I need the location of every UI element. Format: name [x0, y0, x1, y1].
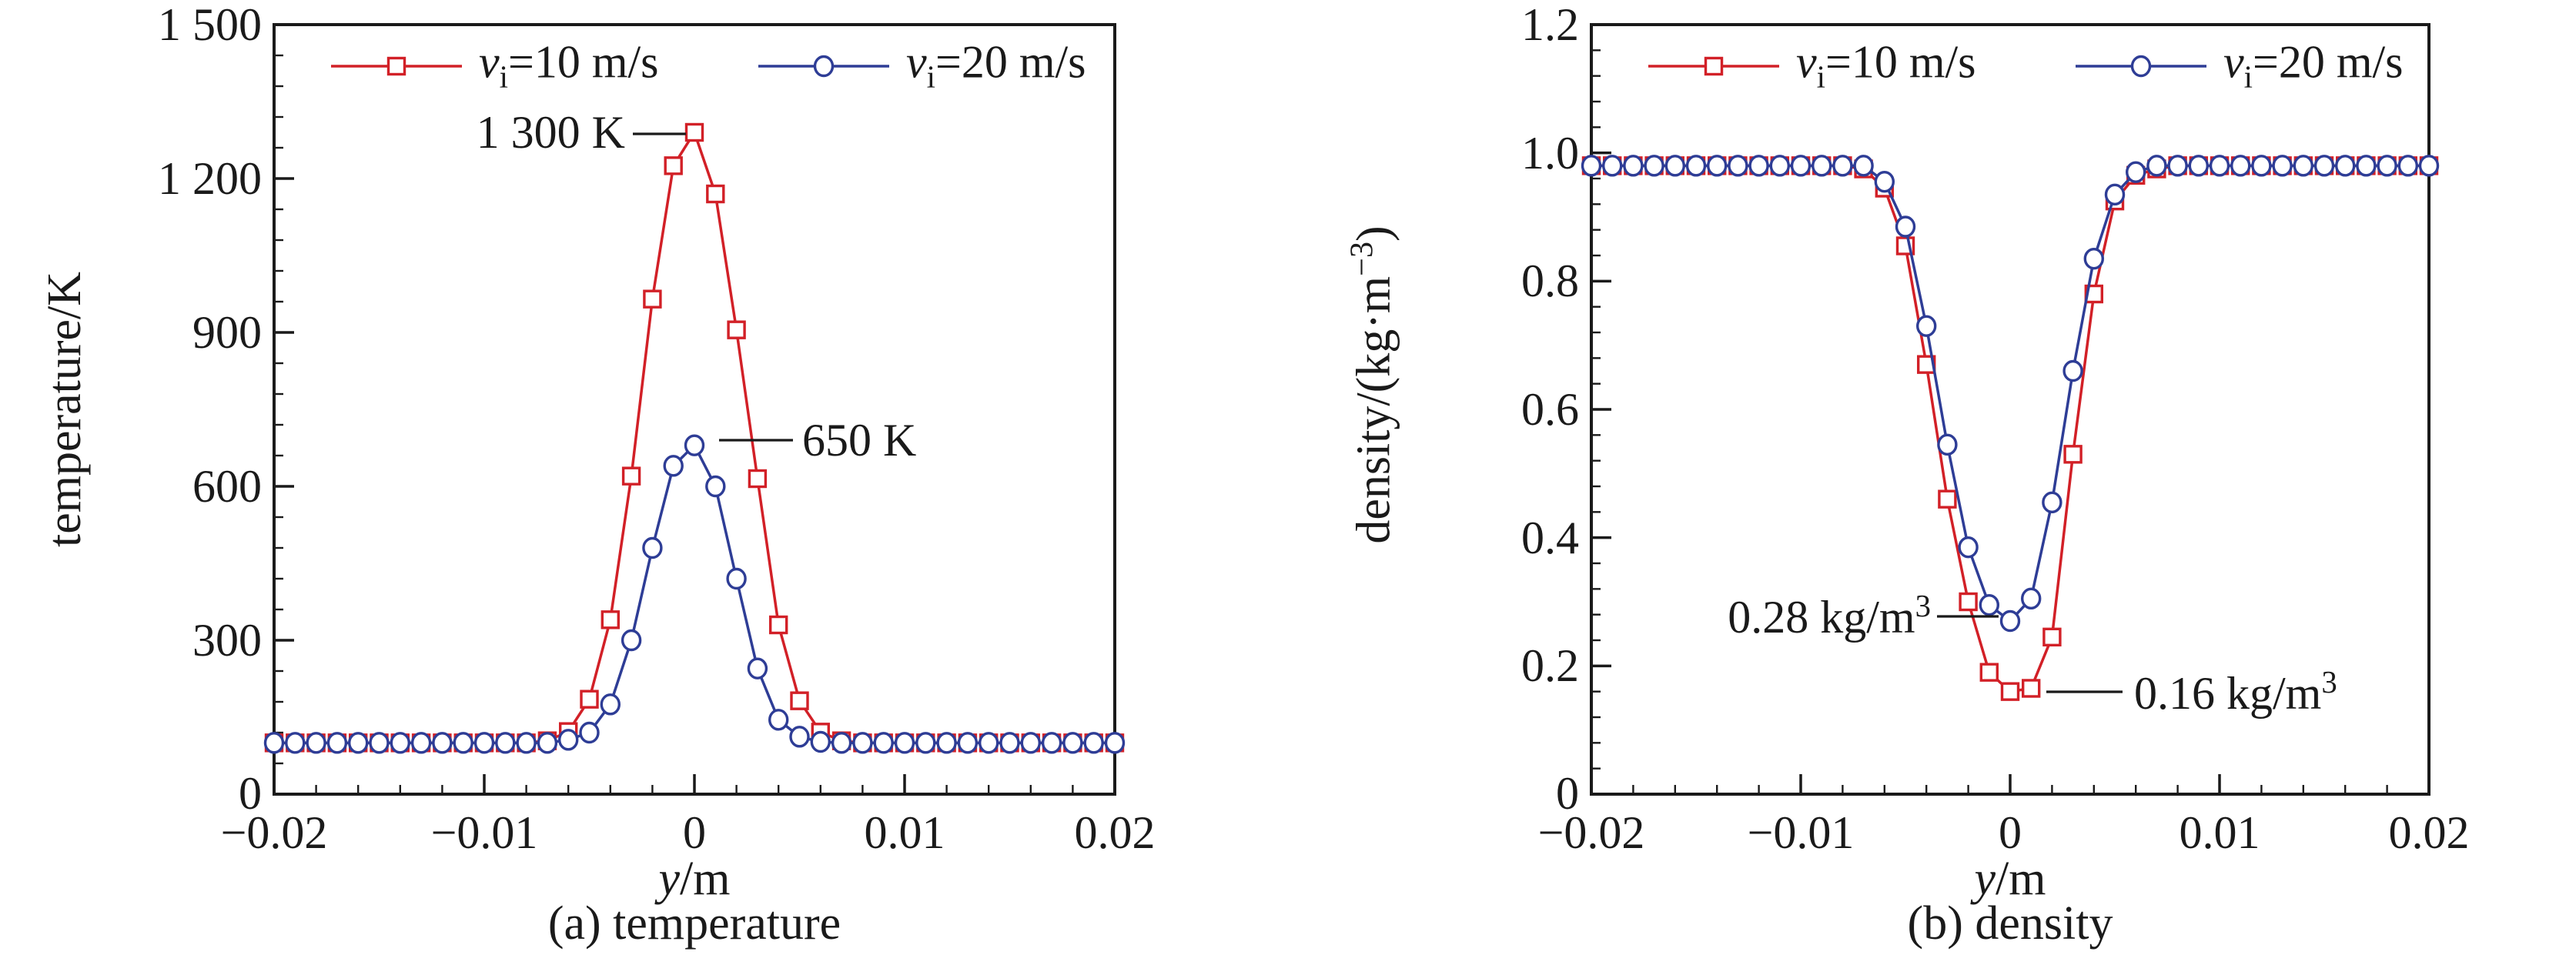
chart-a-y-tick-label: 900 [192, 307, 262, 358]
chart-a-y-axis-title: temperature/K [38, 271, 91, 548]
chart-a-x-tick-label: 0 [683, 807, 706, 858]
chart-b-y-tick-label: 0.2 [1521, 640, 1579, 691]
chart-b-legend-label-red: vi=10 m/s [1796, 36, 1976, 95]
chart-b-x-axis-title: y/m [1975, 855, 2046, 903]
chart-a-legend-label-blue: vi=20 m/s [906, 36, 1086, 95]
chart-a-annotation-peak-blue: 650 K [802, 415, 917, 466]
chart-b-legend-label-blue: vi=20 m/s [2223, 36, 2404, 95]
x-axis-unit: /m [1996, 853, 2046, 905]
x-axis-variable: y [1974, 853, 1996, 905]
chart-a-x-tick-label: 0.02 [1074, 807, 1156, 858]
chart-a-legend-label-red: vi=10 m/s [479, 36, 659, 95]
chart-b-y-tick-label: 0.4 [1521, 513, 1579, 563]
chart-a-x-tick-label: 0.01 [864, 807, 945, 858]
chart-b-y-tick-label: 0.6 [1521, 384, 1579, 435]
chart-a-y-tick-label: 300 [192, 615, 262, 666]
chart-a-x-axis-title: y/m [659, 855, 731, 903]
chart-b-x-tick-label: 0 [1999, 807, 2022, 858]
chart-b-x-tick-label: −0.02 [1537, 807, 1645, 858]
chart-b-y-tick-label: 1.0 [1521, 128, 1579, 179]
chart-b-y-axis-title: density/(kg·m−3) [1343, 225, 1400, 544]
chart-a-caption: (a) temperature [547, 897, 841, 950]
chart-b-x-tick-label: −0.01 [1747, 807, 1855, 858]
chart-b-y-tick-label: 0.8 [1521, 255, 1579, 306]
chart-a-x-tick-label: −0.02 [220, 807, 328, 858]
chart-a-y-tick-label: 600 [192, 461, 262, 512]
chart-a-x-tick-label: −0.01 [430, 807, 538, 858]
x-axis-unit: /m [680, 853, 731, 905]
chart-a-y-tick-label: 1 200 [158, 153, 262, 204]
chart-b-y-tick-label: 0 [1556, 768, 1579, 819]
series-vi-10-m-s [1581, 56, 2439, 701]
series-vi-20-m-s [1581, 55, 2440, 633]
chart-a-annotation-peak-red: 1 300 K [476, 107, 625, 158]
series-vi-10-m-s [264, 56, 1125, 753]
chart-b-annotation-min-red: 0.16 kg/m3 [2134, 665, 2337, 719]
x-axis-variable: y [658, 853, 681, 905]
chart-b-x-tick-label: 0.02 [2388, 807, 2470, 858]
chart-a-plot [263, 23, 1126, 796]
chart-a-y-tick-label: 0 [239, 768, 262, 819]
chart-b-annotation-min-blue: 0.28 kg/m3 [1728, 589, 1931, 643]
chart-a-y-tick-label: 1 500 [158, 0, 262, 50]
chart-b-x-tick-label: 0.01 [2179, 807, 2260, 858]
chart-b-plot [1581, 23, 2440, 796]
chart-b-caption: (b) density [1907, 897, 2113, 950]
series-vi-20-m-s [263, 55, 1126, 754]
chart-b-y-tick-label: 1.2 [1521, 0, 1579, 50]
